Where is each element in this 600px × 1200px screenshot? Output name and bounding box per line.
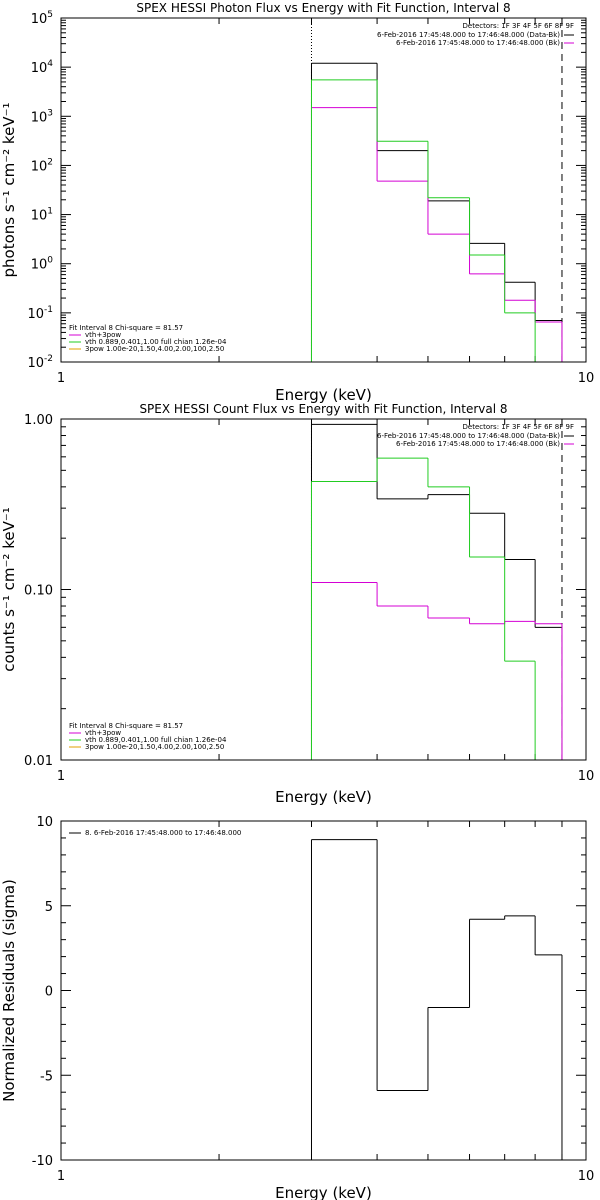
legend-fit-header: Fit Interval 8 Chi-square = 81.57 [69, 324, 183, 332]
legend-entry: vth+3pow [85, 331, 121, 339]
y-axis-label: photons s⁻¹ cm⁻² keV⁻¹ [0, 103, 18, 278]
y-tick-label: 104 [31, 59, 54, 76]
y-tick-exponent: -2 [44, 354, 53, 364]
y-tick-base: 10 [27, 356, 44, 371]
legend-detectors: Detectors: 1F 3F 4F 5F 6F 8F 9F [463, 22, 574, 30]
y-tick-label: 10 [36, 815, 53, 830]
y-tick-label: 101 [31, 207, 53, 224]
count-flux-panel: SPEX HESSI Count Flux vs Energy with Fit… [0, 402, 594, 806]
y-tick-exponent: 0 [47, 256, 53, 266]
y-tick-label: 0.10 [24, 584, 53, 599]
legend-entry: vth+3pow [85, 729, 121, 737]
y-tick-label: 102 [31, 157, 53, 174]
y-tick-exponent: 4 [47, 59, 53, 69]
y-tick-label: 0 [45, 985, 53, 1000]
legend-entry: 3pow 1.00e-20,1.50,4.00,2.00,100,2.50 [85, 345, 224, 353]
y-tick-label: 5 [45, 900, 53, 915]
x-tick-label: 1 [57, 1169, 65, 1184]
legend-entry: 3pow 1.00e-20,1.50,4.00,2.00,100,2.50 [85, 743, 224, 751]
y-tick-base: 10 [31, 258, 48, 273]
legend-entry: 6-Feb-2016 17:45:48.000 to 17:46:48.000 … [377, 432, 560, 440]
y-tick-exponent: -1 [44, 305, 53, 315]
y-tick-base: 10 [31, 159, 48, 174]
y-tick-label: -5 [40, 1069, 53, 1084]
x-tick-label: 10 [578, 1169, 595, 1184]
legend-entry: 6-Feb-2016 17:45:48.000 to 17:46:48.000 … [396, 440, 560, 448]
y-tick-base: 10 [31, 110, 48, 125]
legend-detectors: Detectors: 1F 3F 4F 5F 6F 8F 9F [463, 423, 574, 431]
y-tick-exponent: 2 [47, 157, 53, 167]
plot-frame [60, 418, 587, 761]
x-tick-label: 1 [57, 769, 65, 784]
y-tick-exponent: 5 [47, 10, 53, 20]
y-tick-label: 100 [31, 256, 54, 273]
series-fit [310, 107, 563, 362]
residuals-panel: Energy (keV) Normalized Residuals (sigma)… [0, 815, 594, 1200]
y-tick-label: 10-1 [27, 305, 53, 322]
y-axis-label: Normalized Residuals (sigma) [0, 879, 18, 1102]
y-tick-base: 10 [31, 209, 48, 224]
chart-title: SPEX HESSI Photon Flux vs Energy with Fi… [136, 1, 510, 15]
y-tick-exponent: 3 [47, 108, 53, 118]
plot-frame [60, 820, 587, 1161]
y-tick-base: 10 [31, 61, 48, 76]
x-axis-label: Energy (keV) [275, 1184, 372, 1200]
x-axis-label: Energy (keV) [275, 788, 372, 806]
y-tick-label: 103 [31, 108, 53, 125]
legend-entry: vth 0.889,0.401,1.00 full chian 1.26e-04 [85, 338, 227, 346]
legend-fit-header: Fit Interval 8 Chi-square = 81.57 [69, 722, 183, 730]
x-axis-label: Energy (keV) [275, 386, 372, 404]
series-vth [310, 79, 562, 362]
legend-entry: 8. 6-Feb-2016 17:45:48.000 to 17:46:48.0… [85, 829, 241, 837]
y-tick-base: 10 [31, 12, 48, 27]
y-tick-label: 10-2 [27, 354, 53, 371]
plot-frame [60, 17, 587, 363]
legend-entry: 6-Feb-2016 17:45:48.000 to 17:46:48.000 … [396, 39, 560, 47]
y-tick-label: -10 [32, 1154, 53, 1169]
chart-title: SPEX HESSI Count Flux vs Energy with Fit… [139, 402, 507, 416]
legend-entry: vth 0.889,0.401,1.00 full chian 1.26e-04 [85, 736, 227, 744]
x-tick-label: 1 [57, 371, 65, 386]
x-tick-label: 10 [578, 769, 595, 784]
x-tick-label: 10 [578, 371, 595, 386]
y-tick-label: 1.00 [24, 413, 53, 428]
y-tick-base: 10 [27, 307, 44, 322]
y-tick-label: 0.01 [24, 754, 53, 769]
legend-entry: 6-Feb-2016 17:45:48.000 to 17:46:48.000 … [377, 31, 560, 39]
photon-flux-panel: SPEX HESSI Photon Flux vs Energy with Fi… [0, 1, 594, 404]
series-data [310, 839, 563, 1160]
y-axis-label: counts s⁻¹ cm⁻² keV⁻¹ [0, 507, 18, 672]
series-fit [310, 581, 563, 760]
y-tick-label: 105 [31, 10, 53, 27]
series-vth [310, 457, 562, 760]
series-data [310, 423, 563, 760]
y-tick-exponent: 1 [47, 207, 53, 217]
